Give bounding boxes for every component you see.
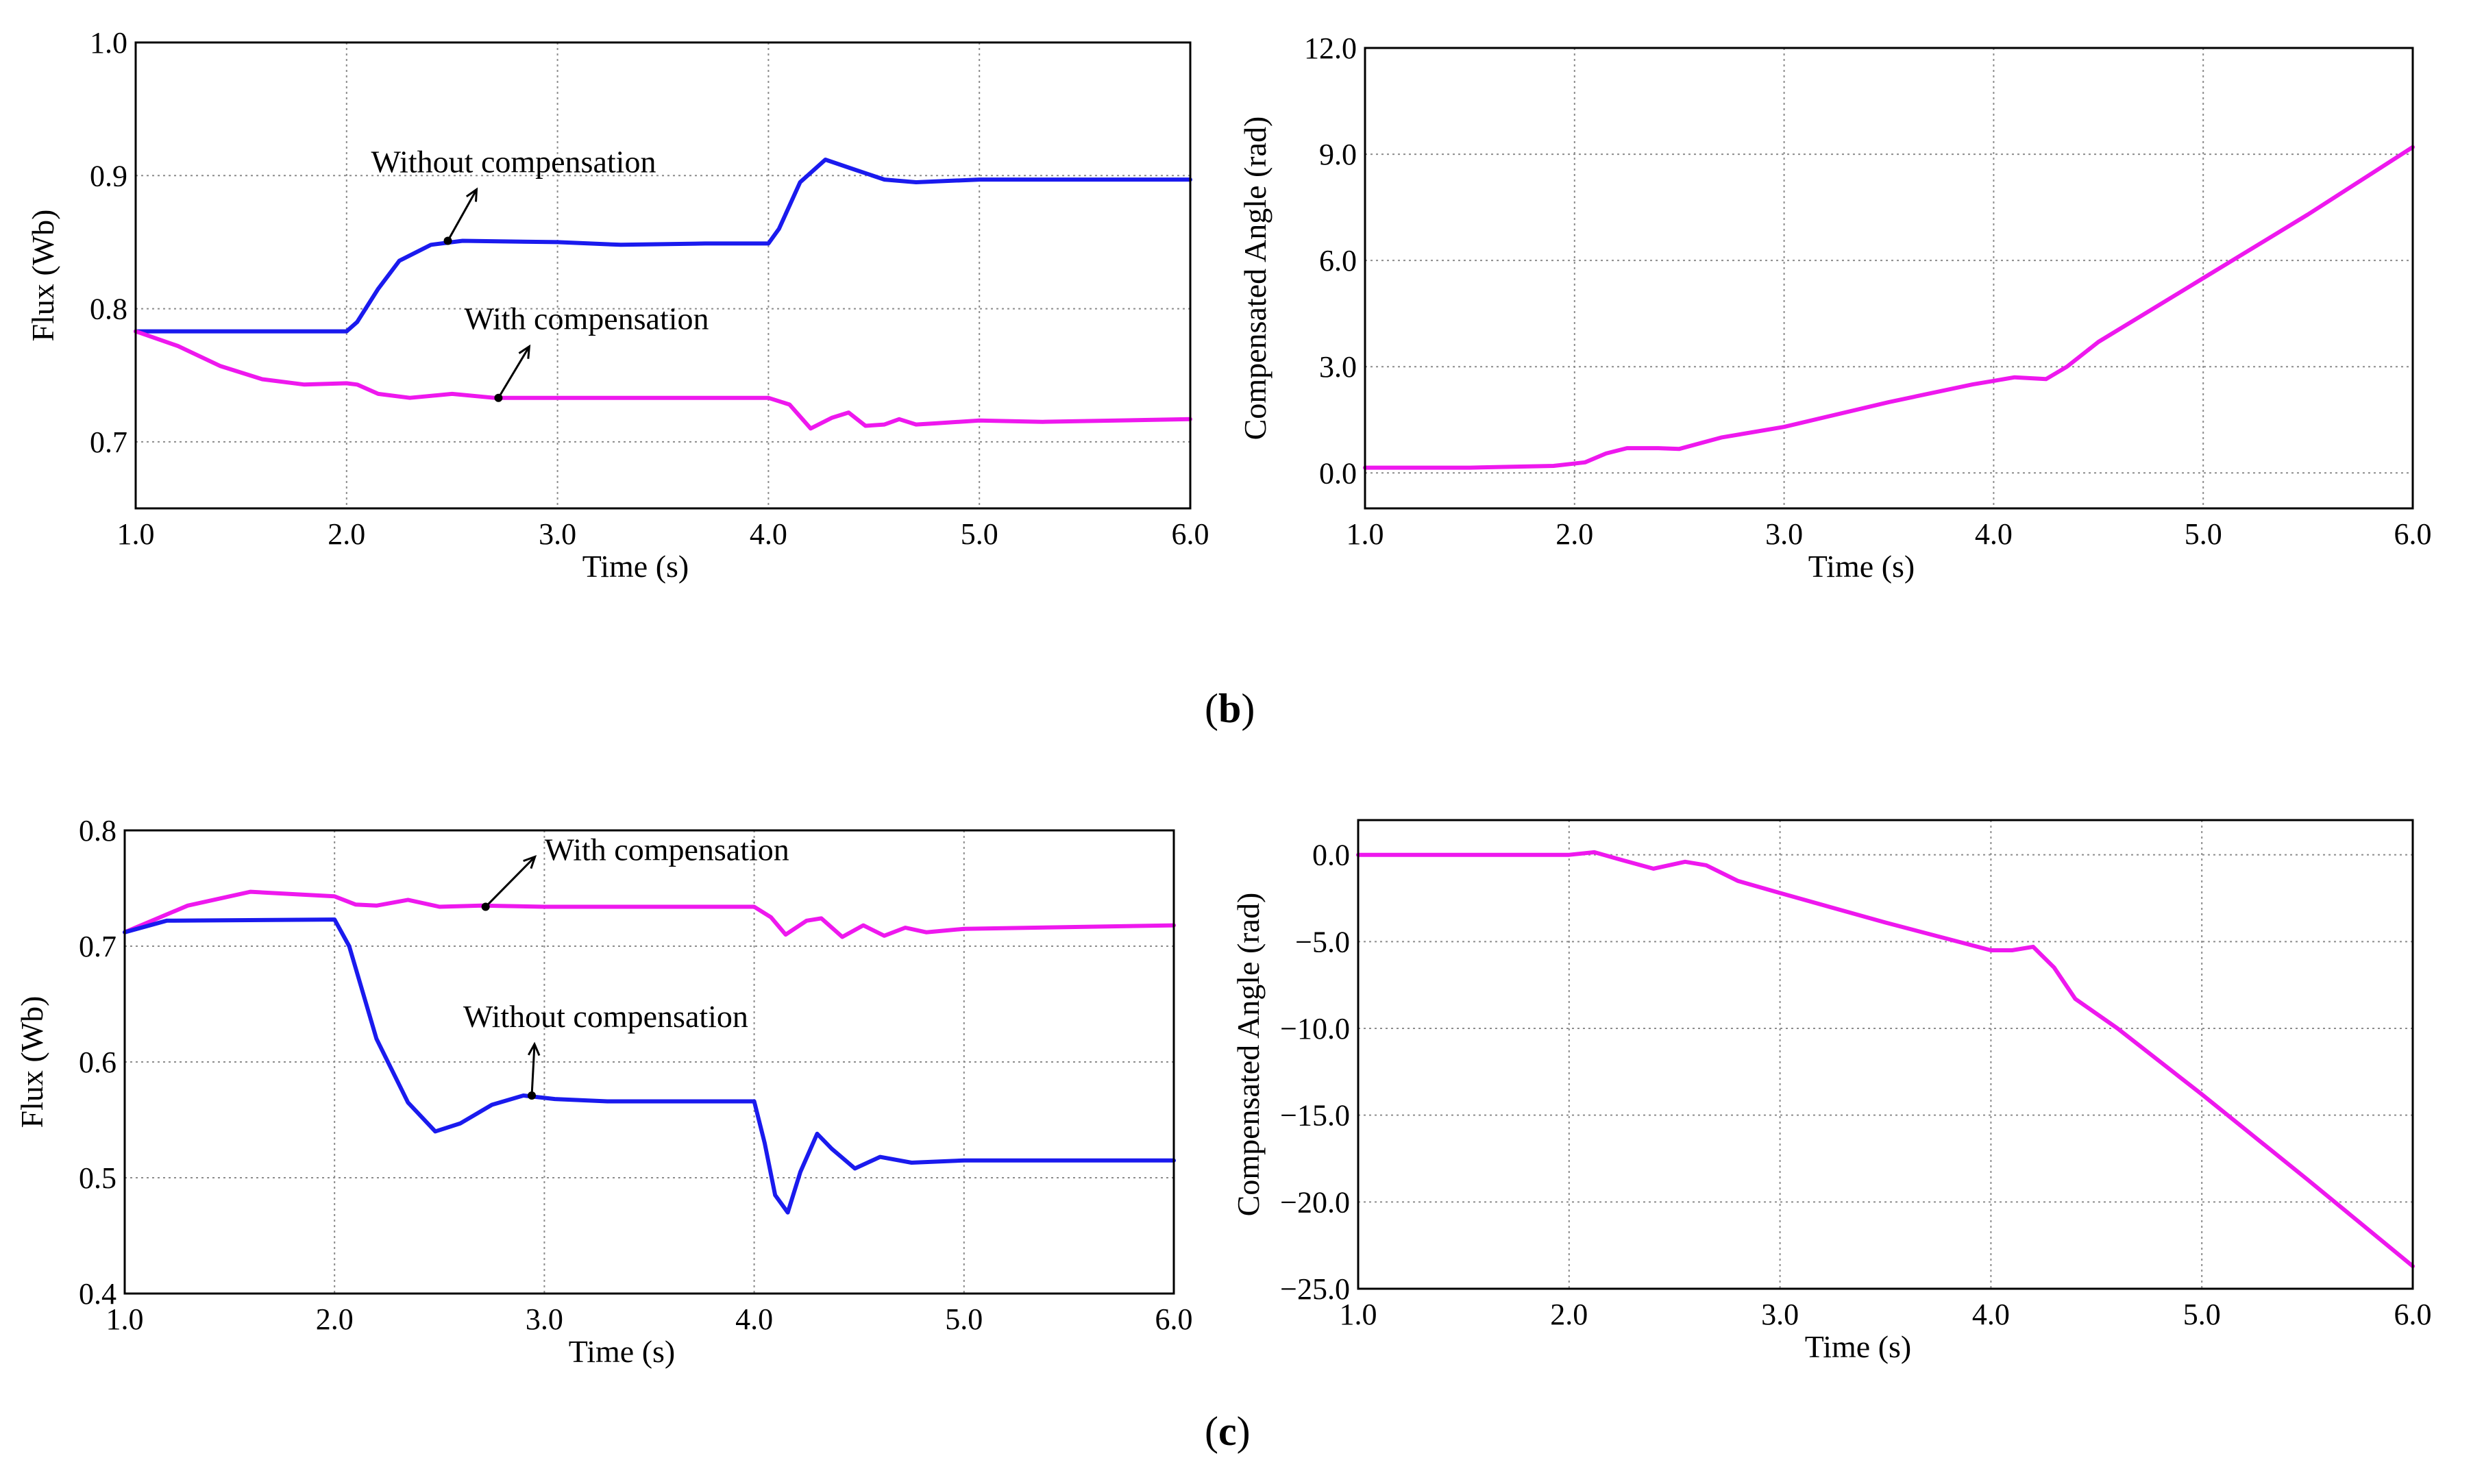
y-tick-label: 12.0 [1304,32,1357,65]
series-line [1363,145,2415,470]
x-tick-label: 4.0 [1972,1298,2010,1331]
x-tick-label: 2.0 [328,517,365,551]
x-tick-label: 6.0 [2394,517,2432,551]
x-axis-label: Time (s) [1805,1329,1912,1364]
annotation-arrow [447,188,478,242]
x-axis-label: Time (s) [1808,549,1915,584]
annotation-arrow [484,856,536,908]
x-tick-label: 1.0 [117,517,155,551]
annotation-arrowhead [518,344,531,359]
y-tick-label: 0.5 [79,1161,116,1195]
x-tick-label: 2.0 [1556,517,1593,551]
series-line [123,917,1176,1215]
x-tick-label: 6.0 [1172,517,1209,551]
caption-b-letter: b [1218,686,1242,731]
x-tick-label: 2.0 [316,1302,354,1336]
caption-b: (b) [1205,686,1255,731]
annotation-label: Without compensation [463,999,748,1034]
plot-frame [1357,819,2414,1290]
y-tick-label: 0.6 [79,1046,116,1079]
x-tick-label: 5.0 [2185,517,2222,551]
y-axis-label: Flux (Wb) [14,996,49,1128]
chart-b-flux: 1.0 2.0 3.0 4.0 5.0 6.0 0.7 0.8 0.9 1.0 Time (s) Fl… [25,26,1209,584]
plot-background [1358,820,2413,1289]
y-axis-label: Flux (Wb) [25,210,60,342]
annotation-label: With compensation [545,832,789,867]
y-tick-label: 6.0 [1319,244,1357,277]
plot-background [136,42,1190,508]
plot-frame [134,41,1192,510]
annotation-label: Without compensation [371,144,656,179]
y-tick-label: 1.0 [90,26,127,60]
series-line [123,889,1176,939]
y-tick-label: 0.0 [1319,456,1357,490]
x-tick-label: 3.0 [539,517,576,551]
x-tick-label: 3.0 [1761,1298,1799,1331]
y-tick-label: 9.0 [1319,138,1357,171]
x-tick-label: 5.0 [2183,1298,2221,1331]
x-tick-label: 4.0 [1975,517,2013,551]
y-tick-label: 0.9 [90,159,127,193]
y-axis-label: Compensated Angle (rad) [1231,893,1266,1217]
x-tick-label: 1.0 [1347,517,1384,551]
x-tick-label: 3.0 [526,1302,563,1336]
plot-frame [123,829,1175,1295]
caption-c-letter: c [1218,1409,1237,1454]
x-tick-label: 6.0 [1155,1302,1193,1336]
y-tick-label: −15.0 [1280,1099,1350,1133]
plot-background [125,830,1174,1294]
x-tick-label: 3.0 [1765,517,1803,551]
x-tick-label: 4.0 [735,1302,773,1336]
x-tick-label: 5.0 [961,517,998,551]
y-tick-label: 0.8 [79,814,116,848]
y-tick-label: 0.0 [1312,839,1350,872]
y-tick-label: 0.4 [79,1277,116,1311]
y-tick-label: 0.7 [79,930,116,963]
plot-frame [1364,47,2414,510]
x-axis-label: Time (s) [569,1334,676,1369]
series-line [134,329,1192,431]
y-tick-label: −20.0 [1280,1185,1350,1219]
y-tick-label: 0.8 [90,293,127,326]
chart-c-angle: 1.0 2.0 3.0 4.0 5.0 6.0 0.0 −5.0 −10.0 −15.0 −20.0… [1231,819,2432,1364]
y-tick-label: 3.0 [1319,350,1357,384]
annotation-arrowhead [527,1041,541,1056]
x-tick-label: 6.0 [2394,1298,2432,1331]
x-tick-label: 1.0 [1340,1298,1377,1331]
annotation-arrow [497,345,530,399]
x-tick-label: 1.0 [106,1302,144,1336]
x-tick-label: 2.0 [1550,1298,1588,1331]
x-tick-label: 4.0 [750,517,787,551]
annotation-arrow [530,1043,536,1096]
x-tick-label: 5.0 [945,1302,983,1336]
y-tick-label: −5.0 [1295,925,1350,959]
y-tick-label: −10.0 [1280,1012,1350,1046]
y-tick-label: −25.0 [1280,1272,1350,1306]
annotation-arrowhead [465,187,478,202]
series-line [1356,850,2415,1269]
annotation-label: With compensation [464,301,709,336]
x-axis-label: Time (s) [582,549,689,584]
plot-background [1365,48,2413,508]
annotation-arrowhead [523,855,537,869]
chart-b-angle: 1.0 2.0 3.0 4.0 5.0 6.0 0.0 3.0 6.0 9.0 12.0 Time (… [1238,32,2432,584]
series-line [134,158,1192,334]
caption-c: (c) [1205,1409,1251,1454]
y-tick-label: 0.7 [90,425,127,459]
chart-c-flux: 1.0 2.0 3.0 4.0 5.0 6.0 0.4 0.5 0.6 0.7 0.8 Time (s… [14,814,1193,1369]
y-axis-label: Compensated Angle (rad) [1238,116,1273,441]
